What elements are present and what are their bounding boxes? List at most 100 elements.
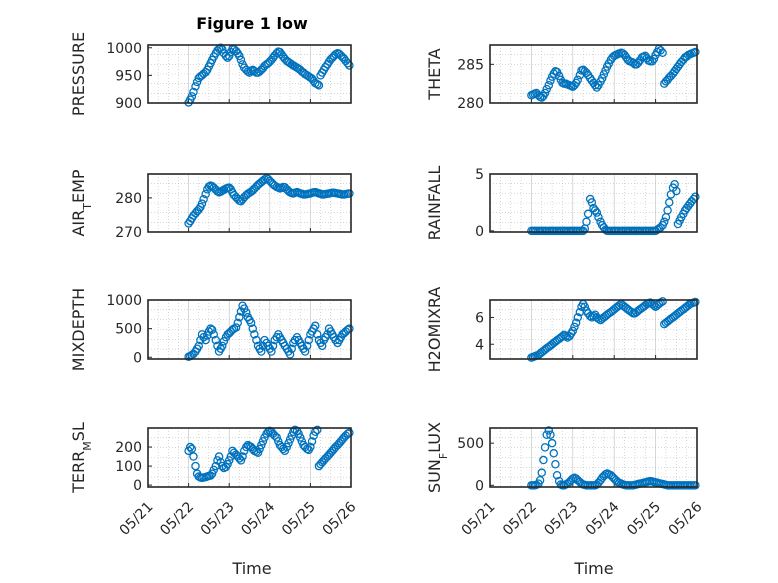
data-point bbox=[552, 470, 562, 480]
data-point bbox=[252, 335, 261, 345]
y-tick-label: 6 bbox=[475, 310, 484, 326]
y-tick-label: 4 bbox=[475, 337, 484, 353]
data-point bbox=[663, 206, 672, 215]
data-point bbox=[304, 335, 314, 345]
data-point bbox=[345, 61, 354, 70]
x-tick-label: 05/25 bbox=[624, 499, 664, 539]
data-point bbox=[214, 452, 224, 461]
series-points bbox=[184, 301, 354, 361]
data-point bbox=[239, 304, 249, 313]
y-tick-label: 0 bbox=[475, 478, 484, 494]
series-points bbox=[527, 426, 700, 490]
data-point bbox=[187, 444, 197, 454]
data-point bbox=[246, 318, 256, 328]
panel-1: 280 285 THETA bbox=[425, 44, 700, 112]
x-axis-label-left: Time bbox=[231, 559, 271, 578]
data-point bbox=[185, 442, 195, 452]
data-point bbox=[656, 298, 665, 307]
data-point bbox=[235, 51, 244, 61]
data-point bbox=[295, 433, 305, 442]
data-point bbox=[311, 321, 320, 331]
data-point bbox=[231, 323, 241, 332]
data-point bbox=[302, 341, 312, 351]
x-tick-label: 05/25 bbox=[279, 499, 319, 539]
data-point bbox=[218, 341, 227, 351]
y-tick-label: 500 bbox=[457, 436, 484, 452]
data-point bbox=[658, 297, 667, 306]
data-point bbox=[235, 312, 244, 322]
x-tick-label: 05/21 bbox=[117, 499, 157, 539]
data-point bbox=[580, 302, 590, 311]
data-point bbox=[658, 48, 667, 57]
panel-4: 0 500 1000 MIXDEPTH bbox=[69, 288, 354, 371]
data-point bbox=[191, 82, 200, 91]
data-point bbox=[317, 341, 327, 351]
y-axis-label-6: TERRMSL bbox=[69, 422, 94, 494]
x-tick-label: 05/22 bbox=[157, 499, 197, 539]
plot-area bbox=[490, 428, 697, 487]
y-axis-label-2: AIRTEMP bbox=[69, 169, 94, 236]
panel-7: 0 500 05/21 05/22 05/23 05/24 05/25 05/26 SUNFLU… bbox=[425, 422, 706, 539]
series-points bbox=[184, 173, 354, 228]
x-axis-label-right: Time bbox=[573, 559, 613, 578]
data-point bbox=[267, 347, 276, 356]
axes-box bbox=[147, 299, 352, 360]
y-tick-label: 1000 bbox=[106, 41, 142, 57]
data-point bbox=[197, 199, 207, 208]
data-point bbox=[201, 189, 210, 199]
y-tick-label: 100 bbox=[115, 459, 142, 475]
x-tick-label: 05/23 bbox=[198, 499, 238, 539]
data-point bbox=[258, 437, 268, 446]
data-point bbox=[277, 183, 286, 193]
x-tick-label: 05/24 bbox=[583, 499, 623, 539]
data-point bbox=[590, 80, 600, 90]
data-point bbox=[209, 330, 219, 339]
data-point bbox=[578, 226, 588, 236]
data-point bbox=[599, 70, 609, 79]
data-point bbox=[540, 443, 550, 452]
data-point bbox=[345, 189, 354, 198]
data-point bbox=[236, 456, 246, 465]
data-point bbox=[253, 448, 263, 457]
data-point bbox=[614, 301, 624, 310]
y-tick-label: 500 bbox=[115, 322, 142, 338]
y-tick-label: 0 bbox=[133, 350, 142, 366]
data-point bbox=[189, 87, 198, 97]
data-point bbox=[592, 83, 602, 92]
data-point bbox=[594, 212, 603, 222]
data-point bbox=[568, 326, 578, 336]
data-point bbox=[660, 217, 669, 227]
data-point bbox=[242, 308, 251, 317]
y-axis-label-0: PRESSURE bbox=[69, 32, 88, 116]
data-point bbox=[546, 76, 555, 85]
figure-title: Figure 1 low bbox=[196, 14, 308, 33]
data-point bbox=[272, 433, 281, 442]
data-point bbox=[207, 469, 217, 478]
data-point bbox=[583, 209, 593, 219]
data-point bbox=[285, 435, 295, 444]
data-point bbox=[287, 344, 296, 353]
y-tick-label: 1000 bbox=[106, 293, 142, 309]
series-points bbox=[184, 425, 354, 483]
data-point bbox=[313, 330, 322, 339]
data-point bbox=[601, 66, 610, 75]
data-point bbox=[285, 350, 295, 359]
x-tick-label: 05/26 bbox=[320, 499, 360, 539]
data-point bbox=[540, 88, 550, 98]
y-tick-label: 900 bbox=[115, 96, 142, 112]
data-point bbox=[594, 314, 603, 324]
data-point bbox=[268, 341, 278, 351]
data-point bbox=[207, 325, 217, 335]
x-tick-label: 05/23 bbox=[541, 499, 581, 539]
series-points bbox=[527, 297, 700, 362]
data-point bbox=[306, 442, 315, 452]
data-point bbox=[544, 426, 554, 435]
series-points bbox=[184, 43, 354, 107]
axes-box bbox=[147, 44, 352, 104]
data-point bbox=[224, 456, 234, 465]
data-point bbox=[260, 175, 269, 184]
series-points bbox=[527, 44, 700, 102]
y-axis-label-7: SUNFLUX bbox=[425, 422, 450, 493]
data-point bbox=[223, 459, 232, 469]
